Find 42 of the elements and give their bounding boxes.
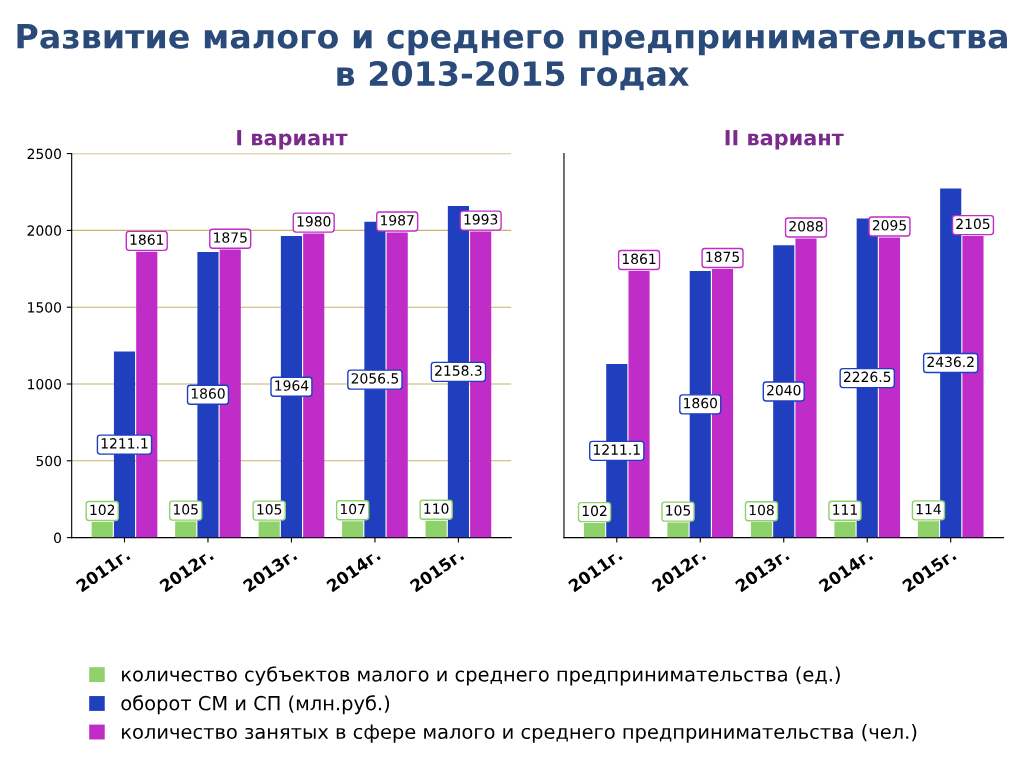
data-label: 1211.1	[594, 444, 640, 455]
data-label: 2158.3	[435, 365, 482, 376]
y-tick-label: 500	[36, 455, 62, 467]
y-tick-label: 2500	[27, 148, 62, 160]
data-label: 1964	[275, 380, 309, 391]
data-label: 105	[666, 505, 691, 516]
data-label: 102	[90, 504, 115, 516]
y-tick-label: 2000	[27, 225, 62, 236]
data-label: 2088	[789, 221, 823, 232]
legend-label: количество занятых в сфере малого и среднего предпринимательства (чел.)	[122, 724, 917, 743]
data-label: 1993	[464, 214, 498, 225]
legend-label: количество субъектов малого и среднего предпринимательства (ед.)	[122, 666, 840, 686]
data-label: 1860	[684, 397, 718, 409]
legend-label: оборот СМ и СП (млн.руб.)	[121, 695, 390, 715]
data-label: 2226.5	[843, 371, 891, 383]
data-label: 2056.5	[351, 373, 399, 384]
data-label: 2040	[767, 384, 801, 396]
y-tick-label: 1500	[28, 302, 62, 313]
data-label: 111	[833, 504, 857, 515]
data-label: 2105	[956, 218, 990, 230]
data-label: 108	[749, 504, 774, 516]
data-label: 1875	[706, 251, 739, 263]
data-label: 1211.1	[101, 438, 148, 449]
data-label: 105	[173, 504, 198, 515]
data-label: 1860	[191, 388, 225, 399]
data-label: 2095	[872, 220, 906, 231]
chart-subtitle: II вариант	[725, 130, 844, 150]
chart-title: Развитие малого и среднего предпринимательства в 2013-2015 годах	[17, 24, 1007, 91]
y-tick-label: 1000	[28, 378, 62, 390]
data-label: 2436.2	[927, 356, 974, 368]
data-label: 102	[582, 505, 607, 517]
data-label: 1861	[622, 253, 656, 265]
data-label: 1861	[130, 234, 164, 245]
chart-subtitle: I вариант	[237, 130, 348, 150]
y-tick-label: 0	[54, 532, 62, 544]
data-label: 1980	[297, 216, 331, 227]
data-label: 110	[424, 503, 449, 514]
data-label: 1875	[214, 232, 247, 243]
data-label: 1987	[381, 215, 414, 226]
data-label: 114	[916, 504, 941, 515]
data-label: 105	[257, 504, 282, 515]
data-label: 107	[340, 503, 365, 515]
